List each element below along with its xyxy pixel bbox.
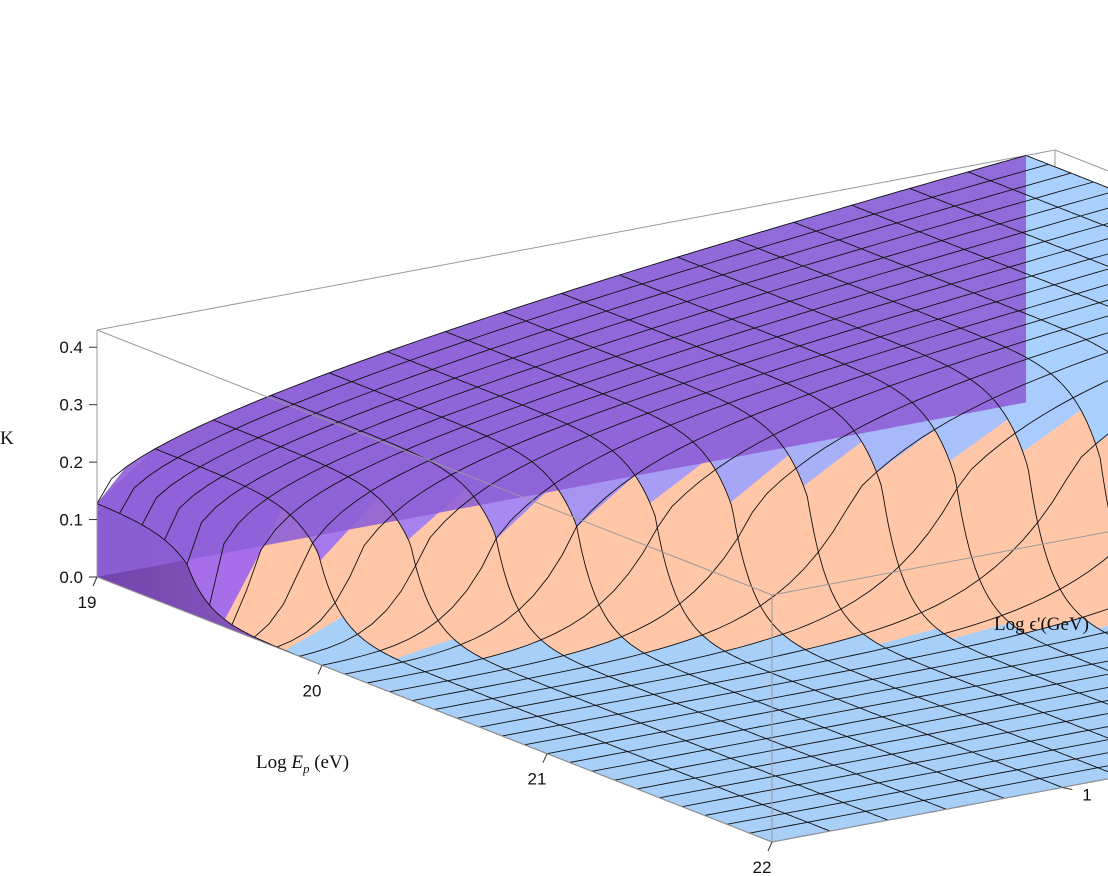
mesh-line-y [619, 274, 1108, 671]
mesh-line-y [851, 204, 1108, 307]
x-tick-label: 22 [753, 858, 772, 876]
mesh-line-x [704, 739, 1108, 816]
mesh-line-y [212, 419, 889, 821]
y-tick-label: 1 [1082, 785, 1091, 804]
x-tick-mark [542, 753, 548, 763]
mesh-line-y [909, 187, 1108, 267]
mesh-line-y [967, 171, 1108, 228]
mesh-line-x [749, 765, 1108, 834]
x-tick-mark [92, 576, 98, 587]
z-tick-label: 0.3 [59, 396, 83, 415]
box-edge-back [96, 149, 1056, 331]
z-tick-label: 0.4 [59, 338, 83, 357]
x-axis-label: Log Ep (eV) [256, 752, 349, 776]
z-tick-label: 0.0 [59, 568, 83, 587]
mesh-line-y [561, 292, 1108, 705]
bounding-box-front [96, 329, 1108, 843]
x-tick-label: 19 [78, 593, 97, 612]
z-axis-label: K [0, 428, 14, 449]
mesh-line-y [271, 394, 947, 810]
z-tick-label: 0.1 [59, 511, 83, 530]
x-tick-mark [317, 665, 323, 675]
box-edge-front [96, 576, 773, 843]
box-edge-front [771, 531, 1108, 596]
box-edge-front [771, 778, 1108, 843]
mesh-line-y [735, 239, 1108, 509]
x-tick-label: 21 [528, 770, 547, 789]
y-axis-label: Log ϵ'(GeV) [994, 614, 1089, 635]
mesh-line-y [503, 311, 1108, 739]
mesh-line-y [329, 372, 1005, 799]
mesh-line-y [387, 351, 1063, 788]
mesh-line-y [154, 448, 831, 832]
mesh-line-y [445, 331, 1108, 773]
mesh-line-y [677, 256, 1108, 635]
mesh-line-x [659, 713, 1108, 799]
box-edge-front [96, 329, 773, 596]
axis-ticks: 0.00.10.20.30.419202122123 [59, 338, 1091, 876]
x-tick-label: 20 [303, 681, 322, 700]
z-tick-label: 0.2 [59, 453, 83, 472]
mesh-line-x [681, 726, 1108, 808]
surface-mesh [96, 155, 1108, 843]
left-wall [97, 155, 1026, 577]
y-tick-mark [1062, 786, 1073, 790]
mesh-line-x [726, 752, 1108, 825]
mesh-line-y [793, 221, 1108, 353]
x-tick-mark [767, 841, 773, 852]
